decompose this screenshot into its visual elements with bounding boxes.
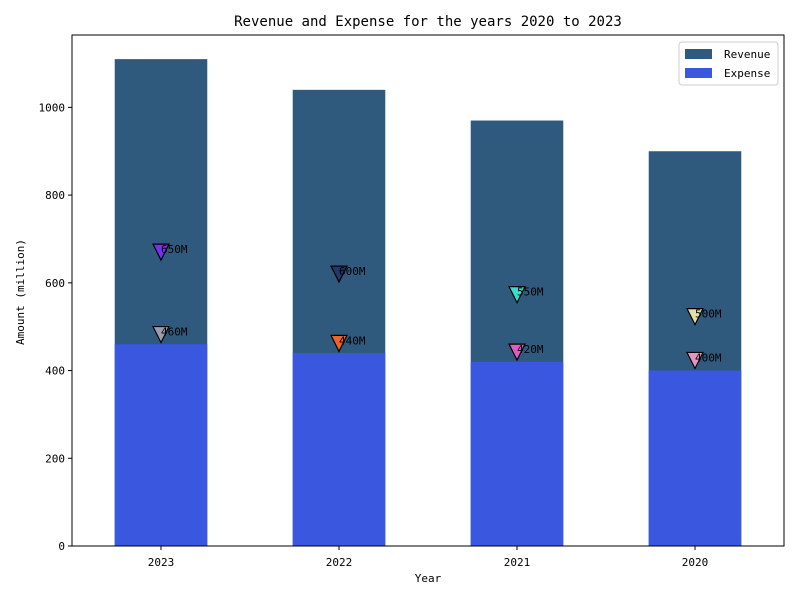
annotation-marker-2022-2 xyxy=(330,265,348,284)
legend-label-revenue: Revenue xyxy=(724,48,770,61)
y-tick-label: 800 xyxy=(45,189,65,202)
annotation-label-2023-1: 460M xyxy=(161,326,188,339)
annotation-label-2022-2: 600M xyxy=(339,265,366,278)
y-tick-label: 600 xyxy=(45,277,65,290)
y-tick-label: 200 xyxy=(45,452,65,465)
legend: Revenue Expense xyxy=(678,41,779,86)
plot-frame xyxy=(71,34,785,547)
x-axis-label: Year xyxy=(415,572,442,585)
annotation-marker-2020-6 xyxy=(686,307,704,326)
y-tick-label: 1000 xyxy=(39,101,66,114)
y-axis-label: Amount (million) xyxy=(14,239,27,345)
annotation-marker-2023-0 xyxy=(152,243,170,262)
y-tick-label: 400 xyxy=(45,365,65,378)
bars-group xyxy=(114,59,742,547)
annotation-marker-2022-3 xyxy=(330,334,348,353)
bar-expense-2022 xyxy=(292,353,386,546)
annotation-label-2021-4: 550M xyxy=(517,286,544,299)
annotation-label-2023-0: 650M xyxy=(161,243,188,256)
x-tick-label: 2020 xyxy=(682,556,709,569)
annotation-marker-2020-7 xyxy=(686,351,704,370)
legend-swatch-expense xyxy=(685,68,712,78)
bar-expense-2020 xyxy=(648,370,742,546)
annotation-marker-2021-5 xyxy=(508,343,526,362)
annotation-label-2022-3: 440M xyxy=(339,334,366,347)
annotation-marker-2021-4 xyxy=(508,286,526,305)
x-tick-label: 2021 xyxy=(504,556,531,569)
annotation-label-2020-7: 400M xyxy=(695,351,722,364)
annotation-label-2020-6: 500M xyxy=(695,308,722,321)
y-tick-label: 0 xyxy=(58,540,65,553)
x-axis: 2023 2022 2021 2020 xyxy=(148,546,709,569)
y-axis: 0 200 400 600 800 1000 xyxy=(39,101,72,553)
legend-label-expense: Expense xyxy=(724,67,770,80)
legend-swatch-revenue xyxy=(685,49,712,59)
annotation-label-2021-5: 420M xyxy=(517,343,544,356)
bar-expense-2021 xyxy=(470,361,564,546)
chart-title: Revenue and Expense for the years 2020 t… xyxy=(234,14,622,30)
bar-expense-2023 xyxy=(114,344,208,546)
x-tick-label: 2022 xyxy=(326,556,353,569)
annotations-group: 650M 460M 600M 440M 550M 420M 500M 400M xyxy=(152,243,722,370)
annotation-marker-2023-1 xyxy=(152,325,170,344)
x-tick-label: 2023 xyxy=(148,556,175,569)
